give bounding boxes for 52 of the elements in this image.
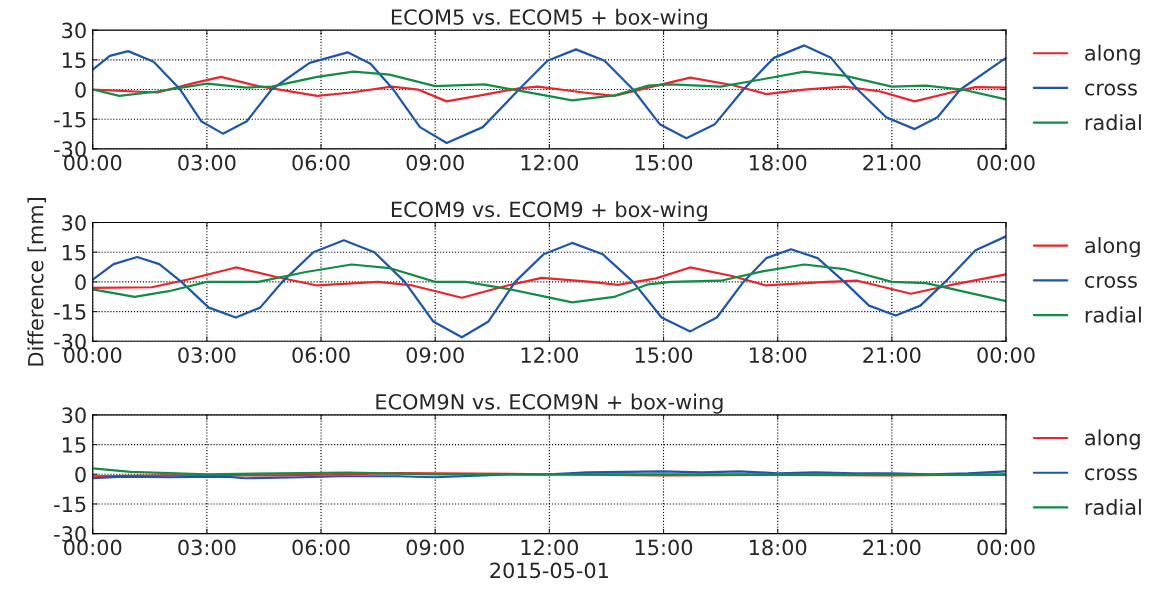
- x-tick-label: 15:00: [635, 539, 693, 556]
- x-tick-label: 09:00: [406, 347, 464, 363]
- legend-label: radial: [1085, 498, 1141, 516]
- legend-label: cross: [1085, 275, 1137, 288]
- x-tick-label: 21:00: [863, 539, 921, 556]
- x-tick-label: 00:00: [977, 347, 1035, 363]
- y-tick-label: 30: [62, 22, 86, 39]
- y-tick-label: 0: [75, 81, 86, 98]
- y-tick-label: -15: [54, 496, 86, 513]
- x-tick-label: 06:00: [292, 539, 350, 556]
- legend-label: cross: [1085, 468, 1137, 481]
- x-axis-title: 2015-05-01: [490, 562, 608, 579]
- y-tick-label: -15: [54, 111, 86, 128]
- x-tick-label: 00:00: [977, 154, 1035, 171]
- legend-label: radial: [1085, 114, 1141, 131]
- x-tick-label: 21:00: [863, 154, 921, 171]
- x-tick-label: 06:00: [292, 347, 350, 363]
- x-tick-label: 03:00: [178, 347, 236, 363]
- y-tick-label: 15: [62, 244, 86, 261]
- x-tick-label: 18:00: [749, 154, 807, 171]
- x-tick-label: 21:00: [863, 347, 921, 363]
- x-tick-label: 06:00: [292, 154, 350, 171]
- x-tick-label: 00:00: [977, 539, 1035, 556]
- legend-label: along: [1085, 237, 1140, 258]
- x-tick-label: 12:00: [521, 347, 578, 363]
- legend-label: along: [1085, 429, 1140, 450]
- x-tick-label: 18:00: [749, 347, 807, 363]
- line-series: [92, 44, 1007, 145]
- x-tick-label: 12:00: [521, 154, 578, 171]
- y-axis-title: Difference [mm]: [27, 198, 46, 366]
- y-tick-label: 30: [62, 407, 86, 424]
- x-tick-label: 12:00: [521, 539, 578, 556]
- y-tick-label: 0: [75, 274, 86, 291]
- x-tick-label: 03:00: [178, 539, 236, 556]
- legend-label: cross: [1085, 83, 1137, 96]
- line-series: [92, 467, 1007, 476]
- y-tick-label: -15: [54, 304, 86, 320]
- chart-title: ECOM5 vs. ECOM5 + box-wing: [391, 8, 707, 29]
- x-tick-label: 15:00: [635, 347, 693, 363]
- legend-label: radial: [1085, 306, 1141, 323]
- x-tick-label: 09:00: [406, 154, 464, 171]
- x-tick-label: 03:00: [178, 154, 236, 171]
- y-tick-label: 0: [75, 466, 86, 483]
- y-tick-label: 15: [62, 437, 86, 453]
- chart-title: ECOM9 vs. ECOM9 + box-wing: [391, 201, 707, 222]
- x-tick-label: 15:00: [635, 154, 693, 171]
- x-tick-label: 18:00: [749, 539, 807, 556]
- chart-title: ECOM9N vs. ECOM9N + box-wing: [376, 393, 723, 414]
- y-tick-label: 30: [62, 214, 86, 231]
- y-tick-label: 15: [62, 52, 86, 69]
- legend-label: along: [1085, 44, 1140, 65]
- x-tick-label: 09:00: [406, 539, 464, 556]
